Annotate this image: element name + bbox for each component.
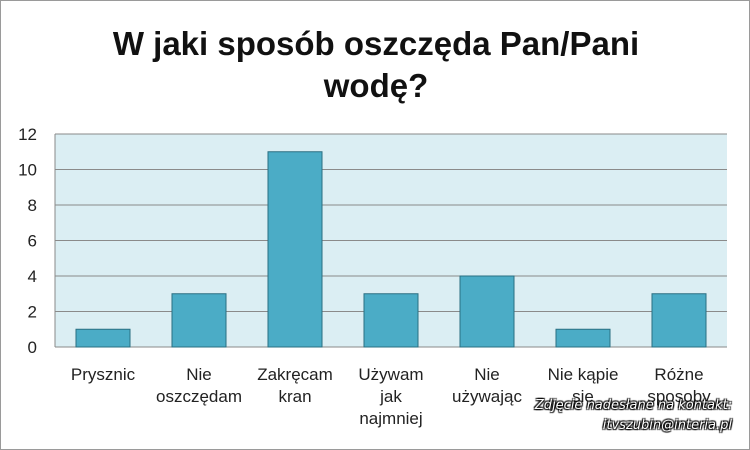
chart-title-line-1: W jaki sposób oszczęda Pan/Pani xyxy=(112,25,640,62)
x-category-label: kran xyxy=(278,387,311,406)
y-tick-label: 8 xyxy=(28,196,37,215)
watermark: Zdjęcie nadesłane na kontakt: itvszubin@… xyxy=(535,396,732,436)
x-category-label: najmniej xyxy=(359,409,422,428)
y-tick-label: 12 xyxy=(18,125,37,144)
x-category-label: używając xyxy=(452,387,522,406)
bar xyxy=(171,293,227,348)
bar xyxy=(75,328,131,348)
x-category-label: Prysznic xyxy=(71,365,136,384)
y-tick-label: 10 xyxy=(18,161,37,180)
y-tick-label: 4 xyxy=(28,267,37,286)
x-category-label: Różne xyxy=(654,365,703,384)
bar xyxy=(555,328,611,348)
bar xyxy=(363,293,419,348)
x-category-label: oszczędam xyxy=(156,387,242,406)
x-axis-categories: Prysznic Nie oszczędam Zakręcam kran Używam ja… xyxy=(71,365,711,428)
watermark-line-2: itvszubin@interia.pl xyxy=(602,418,732,433)
chart-title-line-2: wodę? xyxy=(323,67,429,104)
x-category-label: Używam xyxy=(358,365,423,384)
x-category-label: Nie kąpie xyxy=(548,365,619,384)
y-tick-label: 6 xyxy=(28,232,37,251)
x-category-label: jak xyxy=(379,387,402,406)
x-category-label: Zakręcam xyxy=(257,365,333,384)
bar xyxy=(459,275,515,348)
chart-title: W jaki sposób oszczęda Pan/Pani wodę? xyxy=(61,23,691,107)
watermark-line-1: Zdjęcie nadesłane na kontakt: xyxy=(534,398,732,413)
x-category-label: Nie xyxy=(474,365,500,384)
x-category-label: się xyxy=(572,387,594,406)
y-axis-ticks: 0 2 4 6 8 10 12 xyxy=(18,125,37,357)
y-tick-label: 0 xyxy=(28,338,37,357)
x-category-label: sposoby xyxy=(647,387,711,406)
y-tick-label: 2 xyxy=(28,303,37,322)
x-category-label: Nie xyxy=(186,365,212,384)
bar xyxy=(267,151,323,348)
bars xyxy=(75,151,707,348)
bar xyxy=(651,293,707,348)
